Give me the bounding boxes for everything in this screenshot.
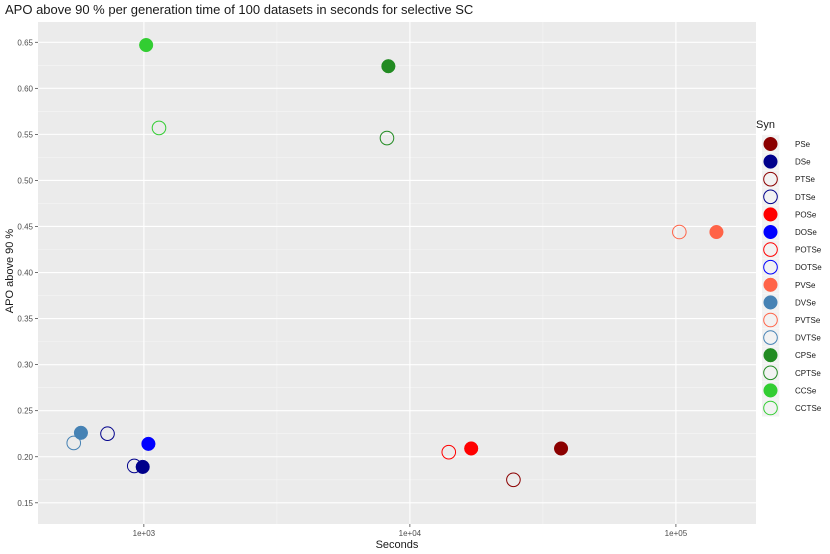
y-tick-label: 0.30 — [17, 361, 33, 370]
legend-label-ptse: PTSe — [795, 175, 816, 184]
legend-key-bg — [762, 170, 780, 188]
point-dtse — [126, 458, 142, 474]
legend-label-ccse: CCSe — [795, 386, 817, 395]
legend-key-dose — [763, 224, 778, 240]
legend-key-pvtse — [763, 312, 778, 328]
y-axis-title: APO above 90 % — [4, 229, 16, 314]
legend-label-pse: PSe — [795, 140, 811, 149]
axis-ticks: 0.15 0.20 0.25 0.30 0.35 0.40 0.45 0.50 0.55 0.60… — [17, 38, 687, 538]
legend-key-bg — [762, 240, 780, 259]
legend-label-cpse: CPSe — [795, 351, 816, 360]
legend-key-dtse — [763, 189, 778, 205]
y-tick-label: 0.40 — [17, 269, 33, 278]
legend-key-ptse — [763, 171, 778, 187]
grid-lines — [38, 22, 756, 524]
point-dvtse — [66, 435, 82, 451]
point-cptse — [379, 130, 395, 146]
legend-label-cptse: CPTSe — [795, 369, 821, 378]
point-dose — [141, 436, 156, 451]
legend-label-pvtse: PVTSe — [795, 316, 821, 325]
legend-key-pose — [763, 207, 778, 222]
point-cctse — [151, 120, 167, 136]
point-ptse — [506, 472, 521, 488]
legend-key-cptse — [763, 365, 778, 381]
legend-key-dvse — [763, 295, 778, 310]
y-tick-label: 0.50 — [17, 176, 33, 185]
legend-key-bg — [762, 328, 780, 347]
legend-label-dvtse: DVTSe — [795, 334, 821, 343]
x-tick-label: 1e+05 — [665, 529, 688, 538]
legend-label-dvse: DVSe — [795, 298, 816, 307]
legend-label-dtse: DTSe — [795, 193, 816, 202]
y-tick-label: 0.55 — [17, 130, 33, 139]
legend-label-dse: DSe — [795, 158, 811, 167]
legend-key-bg — [762, 311, 780, 329]
x-tick-label: 1e+03 — [133, 529, 156, 538]
point-dvse — [73, 425, 88, 440]
legend-key-bg — [762, 258, 780, 276]
point-pse — [553, 441, 569, 456]
y-tick-label: 0.65 — [17, 38, 33, 47]
point-pvtse — [672, 224, 687, 240]
legend-key-dotse — [763, 259, 778, 275]
legend-key-dse — [763, 154, 778, 169]
y-tick-label: 0.25 — [17, 407, 33, 416]
chart-title: APO above 90 % per generation time of 10… — [5, 2, 473, 17]
legend-label-potse: POTSe — [795, 246, 822, 255]
point-dtse — [100, 426, 115, 442]
legend-title: Syn — [756, 119, 775, 131]
legend-key-bg — [762, 364, 780, 382]
point-pose — [464, 441, 479, 456]
legend-key-bg — [762, 188, 780, 206]
point-potse — [441, 444, 457, 460]
point-ccse — [139, 37, 154, 53]
point-cpse — [381, 59, 396, 74]
legend-key-pvse — [763, 277, 778, 292]
legend-key-bg — [762, 399, 780, 417]
legend-label-pvse: PVSe — [795, 281, 816, 290]
legend-key-ccse — [763, 383, 778, 398]
x-tick-label: 1e+04 — [399, 529, 422, 538]
point-pvse — [709, 224, 724, 240]
legend: Syn PSe DSe PTSe DTSe POSe DOSe POTSe DOTSe PVSe… — [756, 119, 822, 417]
legend-label-dose: DOSe — [795, 228, 817, 237]
y-tick-label: 0.45 — [17, 222, 33, 231]
legend-label-dotse: DOTSe — [795, 263, 822, 272]
y-tick-label: 0.35 — [17, 315, 33, 324]
x-axis-title: Seconds — [376, 539, 419, 551]
y-tick-label: 0.60 — [17, 84, 33, 93]
legend-key-pse — [763, 136, 778, 152]
legend-key-potse — [763, 242, 778, 257]
data-points — [66, 37, 724, 488]
legend-key-cctse — [763, 400, 778, 416]
y-tick-label: 0.20 — [17, 453, 33, 462]
legend-label-pose: POSe — [795, 210, 817, 219]
legend-key-cpse — [763, 348, 778, 363]
legend-key-dvtse — [763, 330, 778, 345]
y-tick-label: 0.15 — [17, 499, 33, 508]
legend-label-cctse: CCTSe — [795, 404, 822, 413]
